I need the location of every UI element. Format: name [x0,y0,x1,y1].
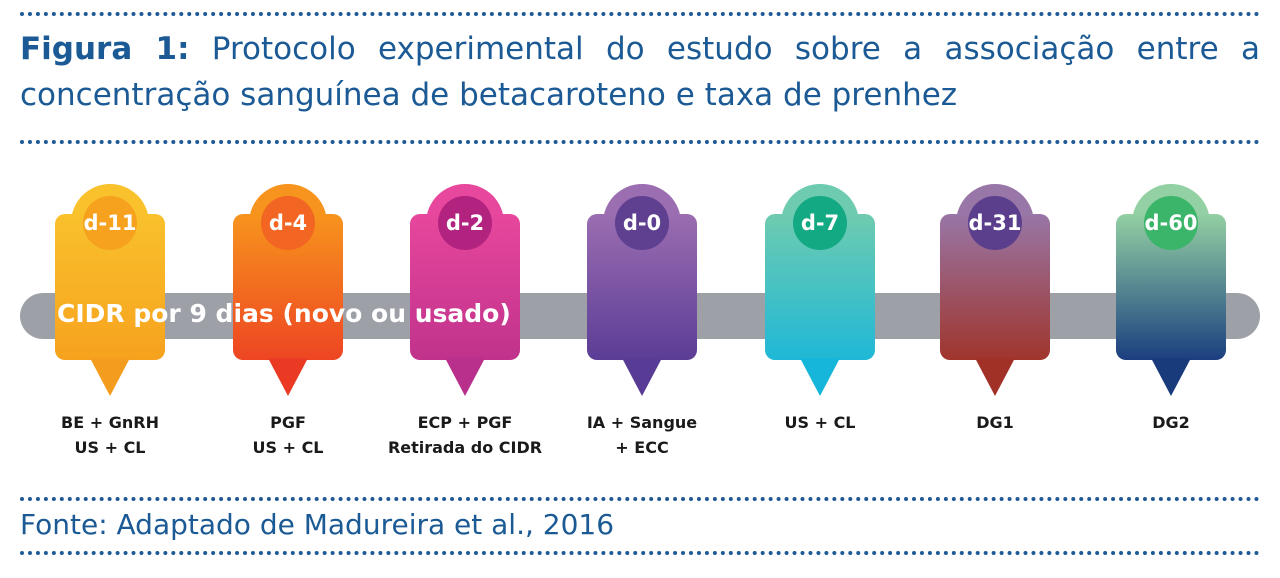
timeline-marker: d-11 [55,184,165,396]
event-label: US + CL [720,410,920,435]
event-line: DG1 [976,413,1014,432]
day-badge: d-0 [615,196,669,250]
marker-pointer [90,358,130,396]
event-line: + ECC [615,438,669,457]
event-line: PGF [270,413,306,432]
event-line: BE + GnRH [61,413,159,432]
event-line: DG2 [1152,413,1190,432]
timeline-marker: d-4 [233,184,343,396]
timeline-marker: d-0 [587,184,697,396]
marker-pointer [622,358,662,396]
timeline-marker: d-60 [1116,184,1226,396]
day-badge: d-11 [83,196,137,250]
timeline-marker: d-31 [940,184,1050,396]
figure-title: Protocolo experimental do estudo sobre a… [20,31,1260,113]
event-line: US + CL [74,438,146,457]
marker-pointer [975,358,1015,396]
event-line: US + CL [252,438,324,457]
event-label: IA + Sangue + ECC [542,410,742,460]
timeline-marker: d-2 [410,184,520,396]
event-label: ECP + PGF Retirada do CIDR [365,410,565,460]
event-label: PGF US + CL [188,410,388,460]
marker-pointer [1151,358,1191,396]
figure-caption: Figura 1: Protocolo experimental do estu… [20,26,1260,118]
day-badge: d-31 [968,196,1022,250]
event-line: ECP + PGF [417,413,513,432]
day-badge: d-2 [438,196,492,250]
marker-pointer [800,358,840,396]
figure-label: Figura 1: [20,31,190,67]
event-line: IA + Sangue [586,413,698,432]
day-badge: d-7 [793,196,847,250]
source-divider-bottom [20,551,1260,555]
event-line: Retirada do CIDR [387,438,543,457]
day-badge: d-60 [1144,196,1198,250]
marker-pointer [445,358,485,396]
cidr-band-label: CIDR por 9 dias (novo ou usado) [57,299,511,328]
day-badge: d-4 [261,196,315,250]
event-line: US + CL [784,413,856,432]
event-label: DG2 [1071,410,1271,435]
top-divider [20,12,1260,16]
marker-pointer [268,358,308,396]
source-divider-top [20,497,1260,501]
source-note: Fonte: Adaptado de Madureira et al., 201… [20,508,615,541]
timeline-marker: d-7 [765,184,875,396]
caption-divider [20,140,1260,144]
event-label: BE + GnRH US + CL [10,410,210,460]
event-label: DG1 [895,410,1095,435]
